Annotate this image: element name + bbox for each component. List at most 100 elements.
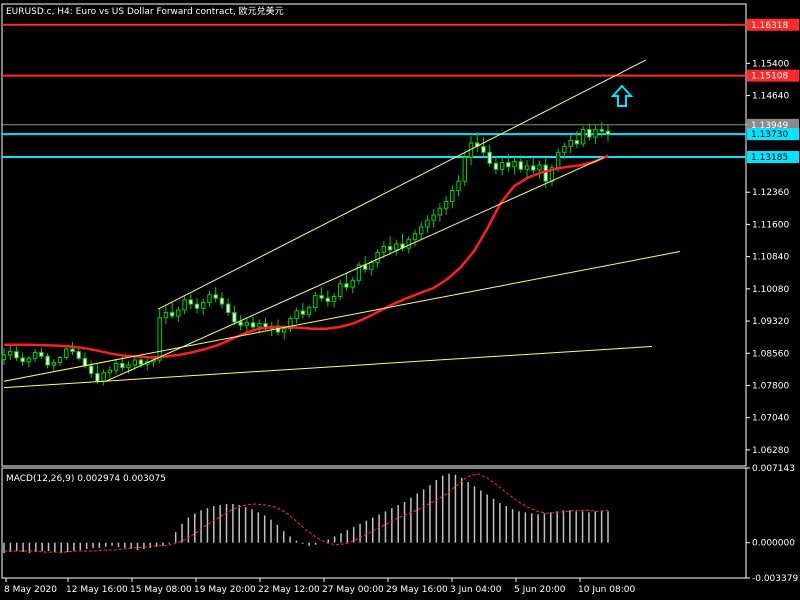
candle-body (587, 128, 592, 138)
candle-body (157, 317, 162, 361)
candle-body (76, 351, 81, 359)
candle-body (425, 219, 430, 228)
candle-body (580, 128, 586, 145)
candle-body (481, 145, 486, 153)
candle-body (101, 372, 106, 382)
candle-body (163, 312, 169, 319)
x-tick-label: 3 Jun 04:00 (450, 585, 502, 595)
y-tick-label: 1.08560 (752, 349, 789, 359)
candle-body (57, 356, 63, 364)
y-tick-label: 1.06280 (752, 446, 789, 456)
candle-body (238, 321, 243, 326)
candle-body (294, 310, 299, 319)
candle-body (350, 279, 355, 288)
candle-body (64, 348, 69, 358)
x-tick-label: 22 May 12:00 (258, 585, 320, 595)
price-tag-box (747, 151, 799, 164)
candle-body (188, 299, 194, 305)
candle-body (194, 303, 200, 309)
candle-body (456, 180, 461, 191)
price-tag-box (747, 69, 799, 82)
y-tick-label: 1.14640 (752, 92, 789, 102)
y-tick-label: 1.12360 (752, 188, 789, 198)
candle-body (14, 351, 19, 359)
price-tag-box (747, 18, 799, 31)
up-arrow-icon (610, 84, 634, 107)
candles-group (1, 121, 611, 386)
candle-body (51, 362, 57, 366)
candle-body (32, 351, 38, 359)
candle-body (344, 283, 349, 288)
candle-body (562, 145, 567, 153)
candle-body (107, 369, 113, 374)
candle-body (394, 243, 399, 251)
price-tag-box (747, 128, 799, 141)
candle-body (381, 245, 387, 253)
candle-body (493, 162, 499, 170)
x-tick-label: 27 May 00:00 (322, 585, 384, 595)
candle-body (250, 322, 256, 328)
trend-line (3, 345, 653, 389)
candle-body (45, 355, 50, 366)
x-tick-label: 5 Jun 20:00 (514, 585, 566, 595)
price-tag-label: 1.16318 (751, 21, 788, 31)
candle-body (375, 251, 380, 264)
candle-body (70, 348, 75, 353)
candle-body (26, 357, 32, 363)
trend-line (3, 251, 681, 382)
candle-body (531, 165, 536, 171)
candle-body (176, 309, 181, 317)
candle-body (568, 139, 573, 147)
price-tag-label: 1.13185 (751, 153, 788, 163)
candle-body (543, 164, 548, 182)
candle-body (120, 362, 125, 369)
candle-body (319, 295, 324, 299)
price-tag-label: 1.13730 (751, 130, 788, 140)
x-tick-label: 19 May 20:00 (194, 585, 256, 595)
candle-body (555, 151, 561, 169)
macd-y-tick-label: -0.003379 (752, 574, 798, 584)
candle-body (574, 139, 580, 145)
candle-body (113, 362, 119, 371)
candle-body (437, 207, 443, 216)
candle-body (387, 245, 393, 251)
candle-body (244, 322, 250, 326)
candle-body (207, 294, 212, 303)
candle-body (537, 164, 542, 171)
candle-body (499, 162, 505, 170)
candle-body (487, 151, 492, 164)
candle-body (219, 297, 225, 305)
candle-body (288, 317, 293, 330)
moving-average-line (4, 154, 609, 359)
candle-body (338, 283, 343, 297)
y-tick-label: 1.09320 (752, 317, 789, 327)
candle-body (524, 165, 530, 170)
candle-body (138, 359, 144, 365)
y-tick-label: 1.07800 (752, 381, 789, 391)
candle-body (132, 359, 137, 366)
candle-body (325, 297, 331, 303)
candle-body (1, 354, 7, 361)
macd-y-tick-label: 0.000000 (752, 539, 795, 549)
macd-signal-line (4, 473, 609, 553)
candle-body (418, 226, 424, 235)
candle-body (306, 306, 312, 315)
candle-body (182, 299, 187, 311)
y-tick-label: 1.07040 (752, 414, 789, 424)
candle-body (39, 351, 44, 357)
candle-body (213, 294, 218, 299)
candle-body (593, 128, 598, 138)
candle-body (257, 323, 262, 328)
candle-body (369, 262, 374, 270)
candle-body (450, 189, 455, 203)
candle-body (331, 295, 337, 303)
x-tick-label: 29 May 16:00 (386, 585, 448, 595)
candle-body (95, 373, 100, 382)
candle-body (506, 162, 511, 168)
price-tag-label: 1.13949 (751, 121, 788, 131)
x-tick-label: 8 May 2020 (4, 585, 57, 595)
candle-body (406, 239, 411, 249)
candle-body (232, 312, 237, 323)
